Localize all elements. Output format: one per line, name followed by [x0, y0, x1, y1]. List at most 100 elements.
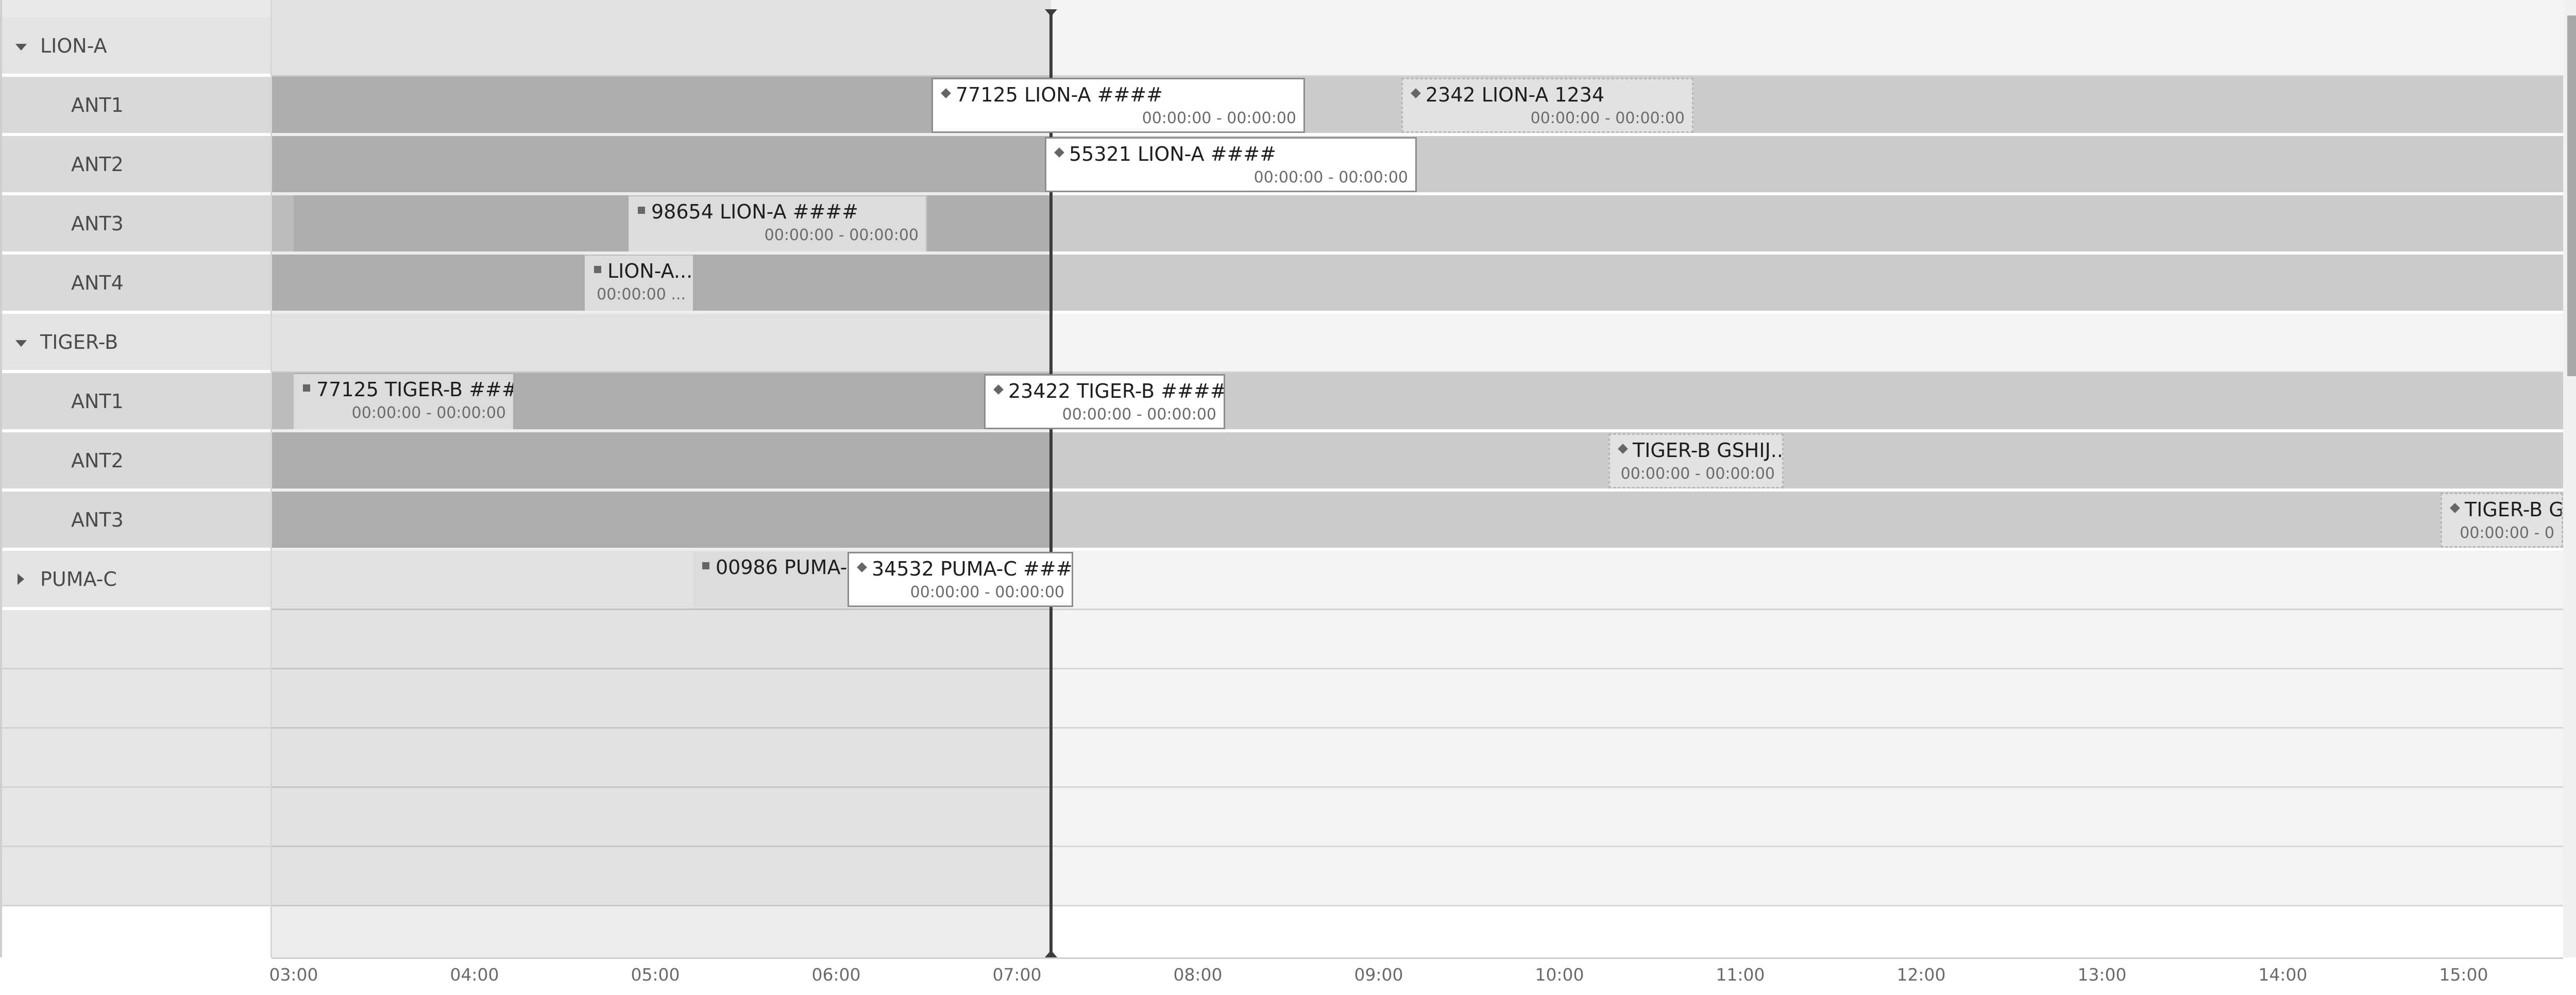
task-bar[interactable]: 77125 LION-A #### 00:00:00 - 00:00:00: [931, 78, 1305, 133]
group-row-lion-a[interactable]: LION-A: [0, 18, 272, 77]
task-time: 00:00:00 - 0: [2460, 524, 2554, 542]
resource-label: ANT3: [71, 212, 124, 235]
resource-label: ANT2: [71, 153, 124, 176]
task-bar[interactable]: LION-A... 00:00:00 ...: [585, 256, 693, 311]
diamond-icon: [1054, 147, 1064, 158]
task-title: 23422 TIGER-B ####: [1008, 380, 1225, 402]
resource-row-label: ANT1: [0, 373, 272, 432]
task-time: 00:00:00 - 00:00:00: [1062, 406, 1216, 424]
diamond-icon: [1411, 88, 1421, 98]
resource-row-label: ANT4: [0, 255, 272, 314]
left-column-pad: [0, 0, 272, 18]
empty-lane: [272, 847, 2563, 906]
task-bar[interactable]: 77125 TIGER-B #### 00:00:00 - 00:00:00: [294, 374, 513, 429]
task-title: 77125 LION-A ####: [956, 83, 1163, 106]
task-bar[interactable]: 98654 LION-A #### 00:00:00 - 00:00:00: [629, 196, 926, 251]
empty-lane: [272, 788, 2563, 847]
busy-band: [272, 255, 585, 311]
task-title: 2342 LION-A 1234: [1426, 83, 1605, 106]
task-bar[interactable]: 55321 LION-A #### 00:00:00 - 00:00:00: [1045, 137, 1417, 192]
axis-tick-label: 04:00: [450, 965, 499, 985]
task-time: 00:00:00 - 00:00:00: [1620, 465, 1775, 483]
task-bar[interactable]: TIGER-B GSHIJ... 00:00:00 - 00:00:00: [1608, 433, 1784, 488]
task-time: 00:00:00 - 00:00:00: [1142, 109, 1296, 127]
chevron-down-icon[interactable]: [15, 43, 27, 50]
resource-row-label: ANT3: [0, 492, 272, 551]
square-icon: [303, 384, 310, 392]
task-bar[interactable]: 00986 PUMA-C: [693, 552, 876, 607]
group-row-tiger-b[interactable]: TIGER-B: [0, 314, 272, 373]
empty-row-label: [0, 729, 272, 788]
resource-lane: [272, 373, 2563, 432]
group-label: LION-A: [40, 34, 107, 57]
busy-band: [272, 77, 1051, 133]
axis-tick-label: 12:00: [1896, 965, 1946, 985]
group-lane-puma-c: [272, 551, 2563, 610]
scrollbar-thumb[interactable]: [2567, 15, 2576, 376]
axis-tick-label: 11:00: [1716, 965, 1765, 985]
square-icon: [702, 562, 709, 569]
resource-label: ANT1: [71, 93, 124, 116]
resource-label: ANT3: [71, 508, 124, 531]
axis-tick-label: 07:00: [992, 965, 1042, 985]
task-time: 00:00:00 - 00:00:00: [910, 583, 1064, 601]
busy-band: [272, 432, 1051, 488]
resource-lane: [272, 492, 2563, 551]
busy-band: [693, 255, 1051, 311]
label-divider: [270, 0, 272, 957]
axis-tick-label: 14:00: [2258, 965, 2308, 985]
task-time: 00:00:00 - 00:00:00: [1530, 109, 1685, 127]
empty-lane: [272, 669, 2563, 729]
resource-lane: [272, 432, 2563, 492]
axis-tick-label: 08:00: [1173, 965, 1223, 985]
task-time: 00:00:00 ...: [597, 285, 686, 303]
resource-row-label: ANT2: [0, 432, 272, 492]
empty-row-label: [0, 788, 272, 847]
empty-row-label: [0, 610, 272, 669]
axis-tick-label: 15:00: [2439, 965, 2488, 985]
task-time: 00:00:00 - 00:00:00: [764, 226, 919, 244]
current-time-line: [1049, 9, 1053, 957]
square-icon: [638, 207, 645, 214]
group-label: PUMA-C: [40, 567, 117, 591]
task-bar[interactable]: TIGER-B G... 00:00:00 - 0: [2441, 493, 2563, 548]
task-title: 34532 PUMA-C ####: [872, 558, 1073, 580]
task-title: 55321 LION-A ####: [1069, 143, 1276, 165]
resource-row-label: ANT2: [0, 136, 272, 195]
axis-tick-label: 03:00: [269, 965, 318, 985]
task-title: 00986 PUMA-C: [716, 556, 861, 579]
task-title: 77125 TIGER-B ####: [316, 378, 513, 401]
task-bar[interactable]: 23422 TIGER-B #### 00:00:00 - 00:00:00: [984, 374, 1225, 429]
resource-label: ANT1: [71, 390, 124, 413]
axis-baseline: [272, 957, 2563, 959]
busy-band: [272, 492, 1051, 548]
axis-tick-label: 13:00: [2077, 965, 2127, 985]
resource-row-label: ANT1: [0, 77, 272, 136]
axis-tick-label: 09:00: [1354, 965, 1403, 985]
task-bar[interactable]: 34532 PUMA-C #### 00:00:00 - 00:00:00: [848, 552, 1073, 607]
busy-band: [272, 136, 1051, 192]
chevron-right-icon[interactable]: [18, 573, 24, 585]
group-lane-tiger-b: [272, 314, 2563, 373]
time-axis: [0, 957, 2576, 995]
empty-lane: [272, 729, 2563, 788]
axis-tick-label: 05:00: [631, 965, 680, 985]
chevron-down-icon[interactable]: [15, 340, 27, 347]
empty-row-label: [0, 669, 272, 729]
resource-label: ANT2: [71, 449, 124, 472]
lane-area-pad: [272, 0, 2563, 18]
current-time-top-marker: [1045, 9, 1057, 16]
task-title: LION-A...: [607, 260, 693, 282]
resource-lane: [272, 136, 2563, 195]
task-time: 00:00:00 - 00:00:00: [1253, 168, 1408, 187]
axis-tick-label: 06:00: [811, 965, 861, 985]
group-label: TIGER-B: [40, 330, 118, 353]
group-row-puma-c[interactable]: PUMA-C: [0, 551, 272, 610]
task-bar[interactable]: 2342 LION-A 1234 00:00:00 - 00:00:00: [1401, 78, 1693, 133]
empty-lane: [272, 610, 2563, 669]
diamond-icon: [2450, 503, 2460, 513]
task-title: 98654 LION-A ####: [651, 200, 858, 223]
diamond-icon: [993, 384, 1004, 395]
busy-band: [294, 195, 629, 251]
